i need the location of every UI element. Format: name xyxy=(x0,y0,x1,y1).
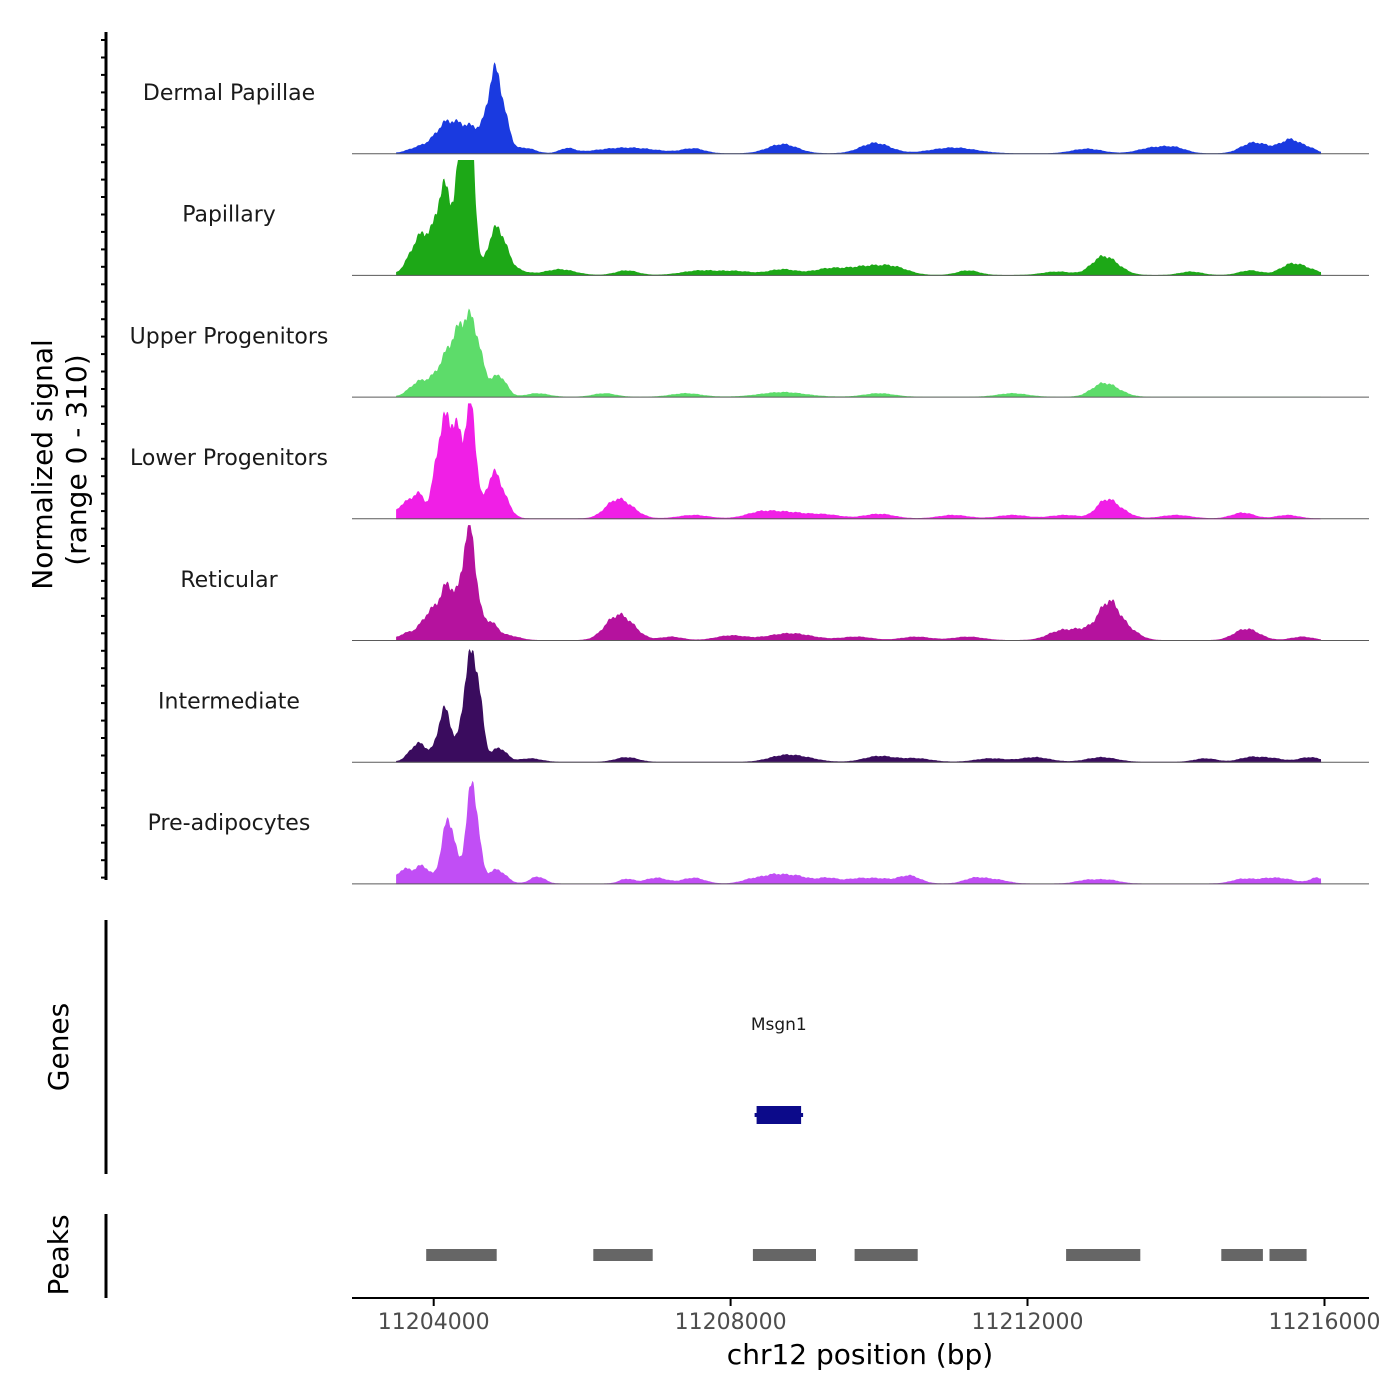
x-tick-label: 11212000 xyxy=(972,1310,1084,1335)
track-label-upper-progenitors: Upper Progenitors xyxy=(130,324,329,349)
coverage-area-lower-progenitors xyxy=(396,403,1321,520)
genes-track-title: Genes xyxy=(42,1003,75,1091)
x-tick-label: 11204000 xyxy=(378,1310,490,1335)
coverage-area-upper-progenitors xyxy=(396,308,1321,398)
peak-region xyxy=(1221,1249,1263,1261)
peak-region xyxy=(1269,1249,1307,1261)
peaks-track xyxy=(426,1249,1307,1261)
coverage-area-pre-adipocytes xyxy=(396,780,1322,885)
peak-region xyxy=(426,1249,497,1261)
peak-region xyxy=(593,1249,653,1261)
signal-y-axis-title: Normalized signal (range 0 - 310) xyxy=(26,330,93,589)
track-dermal-papillae: Dermal Papillae xyxy=(143,62,1369,155)
track-upper-progenitors: Upper Progenitors xyxy=(130,308,1369,398)
track-pre-adipocytes: Pre-adipocytes xyxy=(148,780,1369,885)
coverage-area-reticular xyxy=(396,525,1322,641)
track-label-dermal-papillae: Dermal Papillae xyxy=(143,81,315,106)
signal-tracks: Dermal Papillae Papillary Upper Progenitor… xyxy=(130,62,1369,885)
track-label-pre-adipocytes: Pre-adipocytes xyxy=(148,811,311,836)
track-intermediate: Intermediate xyxy=(158,648,1369,763)
peak-region xyxy=(1066,1249,1141,1261)
x-tick-label: 11216000 xyxy=(1269,1310,1381,1335)
track-reticular: Reticular xyxy=(180,525,1369,641)
genes-track: Msgn1 xyxy=(751,1015,807,1124)
peak-region xyxy=(752,1249,816,1261)
x-tick-label: 11208000 xyxy=(675,1310,787,1335)
peaks-track-title: Peaks xyxy=(42,1214,75,1295)
signal-y-ticks xyxy=(101,39,106,879)
track-papillary: Papillary xyxy=(182,160,1369,276)
coverage-area-dermal-papillae xyxy=(396,62,1322,155)
track-label-intermediate: Intermediate xyxy=(158,690,300,715)
track-lower-progenitors: Lower Progenitors xyxy=(130,403,1369,520)
x-axis-ticks: 11204000 11208000 11212000 11216000 xyxy=(378,1298,1381,1335)
track-label-lower-progenitors: Lower Progenitors xyxy=(130,446,328,471)
gene-label-msgn1: Msgn1 xyxy=(751,1015,807,1035)
coverage-area-intermediate xyxy=(396,648,1322,763)
peak-region xyxy=(854,1249,918,1261)
coverage-area-papillary xyxy=(396,160,1322,276)
track-label-papillary: Papillary xyxy=(182,203,276,228)
track-label-reticular: Reticular xyxy=(180,568,278,593)
x-axis-title: chr12 position (bp) xyxy=(727,1338,993,1371)
